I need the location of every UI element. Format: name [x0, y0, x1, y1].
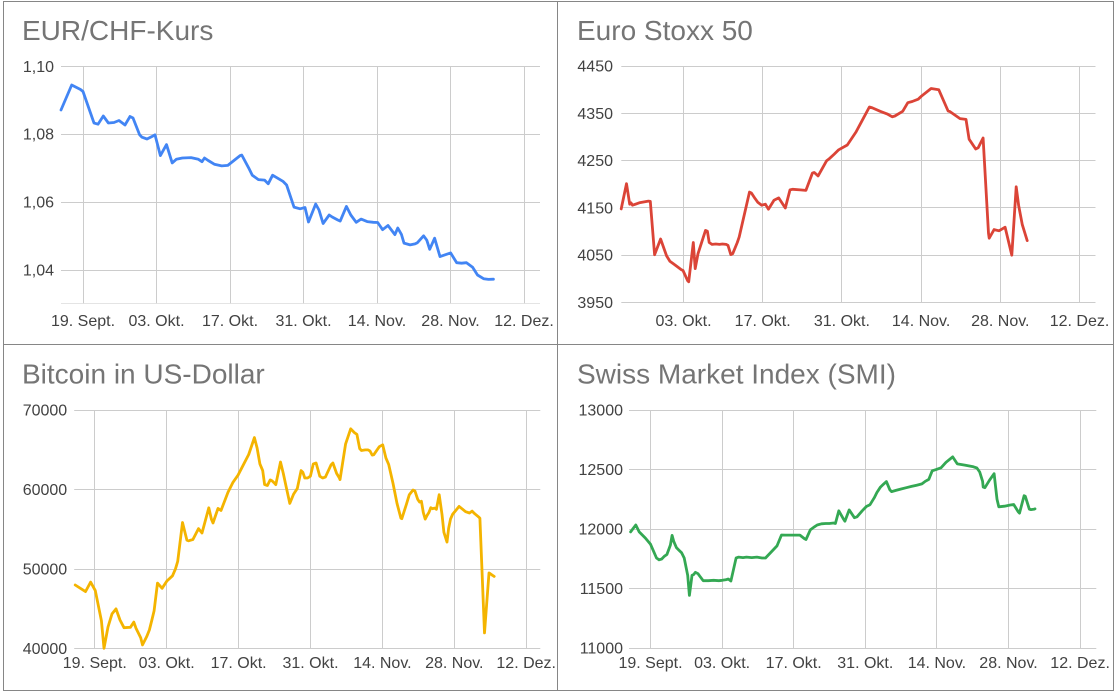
svg-text:1,10: 1,10: [23, 59, 54, 76]
svg-text:14. Nov.: 14. Nov.: [892, 313, 950, 330]
svg-text:03. Okt.: 03. Okt.: [128, 313, 184, 330]
svg-text:Swiss Market Index (SMI): Swiss Market Index (SMI): [577, 359, 896, 390]
svg-text:40000: 40000: [23, 641, 68, 658]
svg-text:14. Nov.: 14. Nov.: [348, 313, 406, 330]
svg-text:12. Dez.: 12. Dez.: [1050, 655, 1110, 672]
svg-text:28. Nov.: 28. Nov.: [971, 313, 1029, 330]
svg-text:17. Okt.: 17. Okt.: [202, 313, 258, 330]
svg-text:70000: 70000: [23, 403, 68, 420]
svg-text:12500: 12500: [579, 462, 624, 479]
svg-text:03. Okt.: 03. Okt.: [139, 655, 195, 672]
svg-text:19. Sept.: 19. Sept.: [63, 655, 127, 672]
svg-text:28. Nov.: 28. Nov.: [421, 313, 479, 330]
svg-text:4250: 4250: [577, 153, 613, 170]
svg-text:12. Dez.: 12. Dez.: [494, 313, 554, 330]
svg-text:28. Nov.: 28. Nov.: [425, 655, 483, 672]
svg-text:4450: 4450: [577, 59, 613, 76]
svg-text:Bitcoin in US-Dollar: Bitcoin in US-Dollar: [22, 359, 265, 390]
svg-text:4150: 4150: [577, 200, 613, 217]
svg-text:Euro Stoxx 50: Euro Stoxx 50: [577, 15, 753, 46]
svg-text:1,04: 1,04: [23, 263, 54, 280]
svg-text:11500: 11500: [580, 581, 623, 598]
svg-text:3950: 3950: [577, 295, 613, 312]
svg-text:31. Okt.: 31. Okt.: [275, 313, 331, 330]
svg-text:14. Nov.: 14. Nov.: [353, 655, 411, 672]
svg-text:14. Nov.: 14. Nov.: [908, 655, 966, 672]
svg-text:EUR/CHF-Kurs: EUR/CHF-Kurs: [22, 15, 213, 46]
svg-text:12000: 12000: [579, 522, 624, 539]
svg-text:31. Okt.: 31. Okt.: [837, 655, 893, 672]
svg-text:4050: 4050: [577, 248, 613, 265]
svg-text:31. Okt.: 31. Okt.: [282, 655, 338, 672]
svg-text:60000: 60000: [23, 482, 68, 499]
svg-text:1,06: 1,06: [23, 195, 54, 212]
svg-text:03. Okt.: 03. Okt.: [694, 655, 750, 672]
svg-text:17. Okt.: 17. Okt.: [211, 655, 267, 672]
svg-text:12. Dez.: 12. Dez.: [496, 655, 556, 672]
svg-text:13000: 13000: [579, 403, 624, 420]
svg-text:19. Sept.: 19. Sept.: [618, 655, 682, 672]
svg-text:11000: 11000: [580, 641, 623, 658]
svg-text:03. Okt.: 03. Okt.: [655, 313, 711, 330]
svg-text:50000: 50000: [23, 562, 68, 579]
svg-text:1,08: 1,08: [23, 127, 54, 144]
svg-text:19. Sept.: 19. Sept.: [51, 313, 115, 330]
svg-text:31. Okt.: 31. Okt.: [814, 313, 870, 330]
svg-text:28. Nov.: 28. Nov.: [979, 655, 1037, 672]
svg-text:17. Okt.: 17. Okt.: [766, 655, 822, 672]
svg-text:17. Okt.: 17. Okt.: [735, 313, 791, 330]
svg-text:4350: 4350: [577, 106, 613, 123]
svg-text:12. Dez.: 12. Dez.: [1050, 313, 1110, 330]
